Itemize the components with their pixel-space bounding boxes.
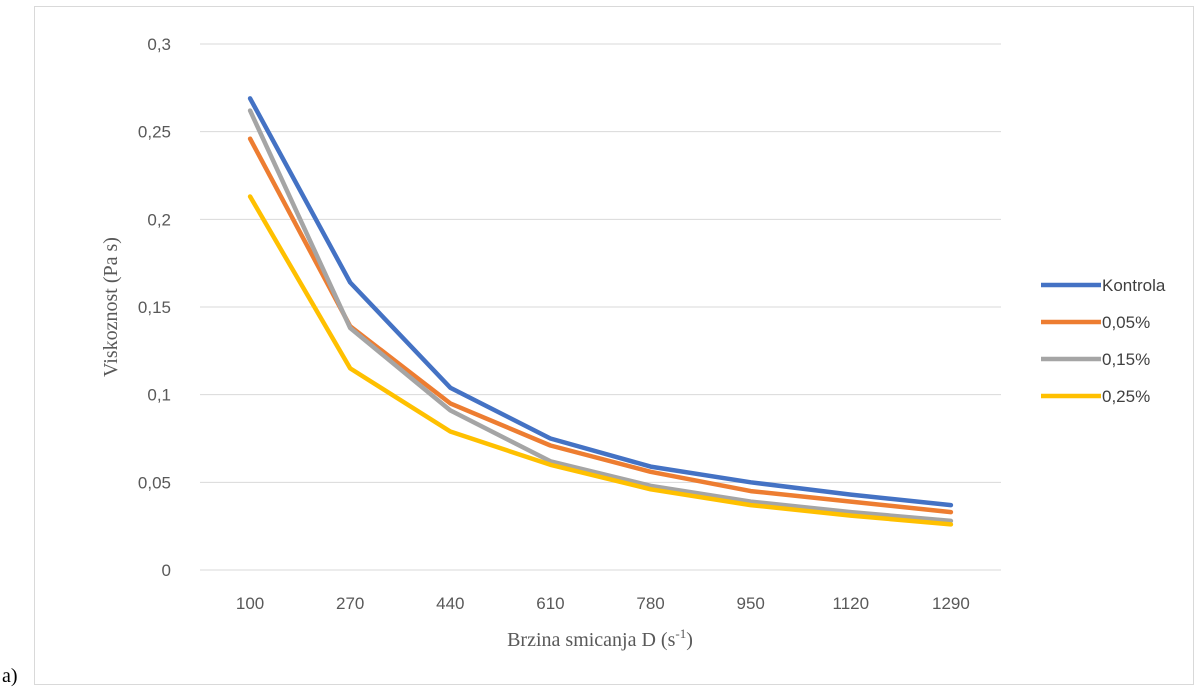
x-axis-title-main: Brzina smicanja D (s bbox=[507, 629, 675, 651]
series-line bbox=[247, 194, 954, 527]
y-axis-title: Viskoznost (Pa s) bbox=[100, 237, 122, 377]
y-tick-label: 0,1 bbox=[147, 386, 171, 405]
x-tick-label: 270 bbox=[336, 594, 364, 613]
series-line bbox=[247, 108, 954, 524]
x-tick-label: 780 bbox=[636, 594, 664, 613]
legend: Kontrola 0,05% 0,15% 0,25% bbox=[1041, 276, 1166, 406]
x-tick-label: 100 bbox=[236, 594, 264, 613]
chart-frame bbox=[34, 6, 1194, 685]
y-tick-labels: 0 0,05 0,1 0,15 0,2 0,25 0,3 bbox=[138, 35, 171, 580]
x-tick-labels: 100 270 440 610 780 950 1120 1290 bbox=[236, 594, 970, 613]
gridlines bbox=[200, 43, 1001, 571]
y-tick-label: 0,05 bbox=[138, 473, 171, 492]
x-axis-title-end: ) bbox=[686, 629, 693, 651]
x-tick-label: 1290 bbox=[932, 594, 970, 613]
x-tick-label: 440 bbox=[436, 594, 464, 613]
y-tick-label: 0,15 bbox=[138, 298, 171, 317]
legend-label: 0,25% bbox=[1102, 387, 1150, 406]
x-axis-title-sup: -1 bbox=[675, 626, 686, 641]
y-tick-label: 0,2 bbox=[147, 210, 171, 229]
y-tick-label: 0 bbox=[162, 561, 171, 580]
series-lines bbox=[247, 96, 954, 527]
series-line bbox=[247, 96, 954, 508]
legend-label: 0,05% bbox=[1102, 313, 1150, 332]
x-tick-label: 950 bbox=[737, 594, 765, 613]
y-tick-label: 0,3 bbox=[147, 35, 171, 54]
x-axis-title: Brzina smicanja D (s-1) bbox=[507, 626, 693, 651]
x-tick-label: 610 bbox=[536, 594, 564, 613]
y-tick-label: 0,25 bbox=[138, 123, 171, 142]
legend-label: 0,15% bbox=[1102, 350, 1150, 369]
panel-label: a) bbox=[2, 665, 18, 687]
x-tick-label: 1120 bbox=[833, 594, 870, 613]
legend-label: Kontrola bbox=[1102, 276, 1166, 295]
